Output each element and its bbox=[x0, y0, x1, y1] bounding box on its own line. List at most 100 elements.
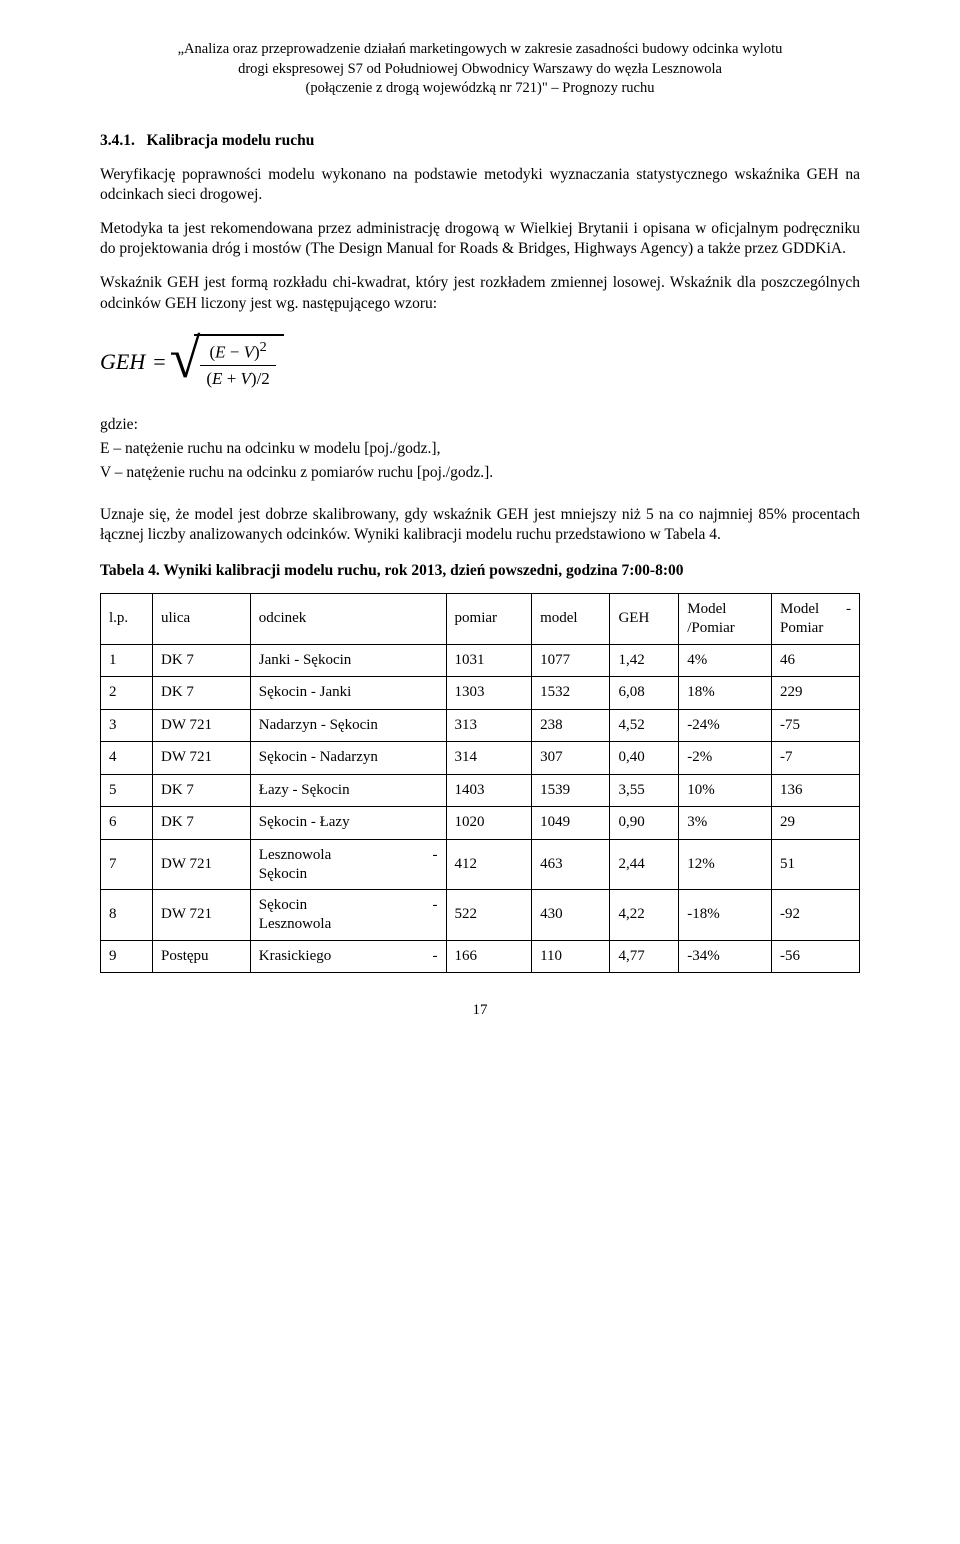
table-cell: DW 721 bbox=[153, 742, 251, 775]
header-line-2: drogi ekspresowej S7 od Południowej Obwo… bbox=[238, 61, 722, 77]
table-cell: -92 bbox=[772, 890, 860, 941]
table-row: 2DK 7Sękocin - Janki130315326,0818%229 bbox=[101, 677, 860, 710]
table-cell: Łazy - Sękocin bbox=[250, 774, 446, 807]
table-cell: 412 bbox=[446, 839, 532, 890]
table-cell: 2 bbox=[101, 677, 153, 710]
table-cell: Lesznowola-Sękocin bbox=[250, 839, 446, 890]
table-cell: 0,40 bbox=[610, 742, 679, 775]
table-row: 7DW 721Lesznowola-Sękocin4124632,4412%51 bbox=[101, 839, 860, 890]
paragraph-4: Uznaje się, że model jest dobrze skalibr… bbox=[100, 505, 860, 545]
table-cell: 3% bbox=[679, 807, 772, 840]
paragraph-2: Metodyka ta jest rekomendowana przez adm… bbox=[100, 219, 860, 259]
table-cell: Sękocin - Nadarzyn bbox=[250, 742, 446, 775]
table-cell: DW 721 bbox=[153, 890, 251, 941]
table-cell: 110 bbox=[532, 940, 610, 973]
equals-sign: = bbox=[153, 348, 165, 377]
table-cell: -56 bbox=[772, 940, 860, 973]
table-cell: 1403 bbox=[446, 774, 532, 807]
table-cell: 238 bbox=[532, 709, 610, 742]
table-cell: 463 bbox=[532, 839, 610, 890]
table-cell: -75 bbox=[772, 709, 860, 742]
table-cell: 9 bbox=[101, 940, 153, 973]
table-row: 8DW 721Sękocin-Lesznowola5224304,22-18%-… bbox=[101, 890, 860, 941]
numerator: (E − V)2 bbox=[200, 338, 275, 366]
table-cell: 18% bbox=[679, 677, 772, 710]
table-cell: -24% bbox=[679, 709, 772, 742]
table-cell: 1077 bbox=[532, 644, 610, 677]
table-cell: DW 721 bbox=[153, 709, 251, 742]
header-line-3: (połączenie z drogą wojewódzką nr 721)" … bbox=[306, 80, 655, 96]
table-cell: Sękocin - Łazy bbox=[250, 807, 446, 840]
col-odcinek: odcinek bbox=[250, 594, 446, 645]
table-cell: DK 7 bbox=[153, 807, 251, 840]
col-model-pomiar-diff: Model - Pomiar bbox=[772, 594, 860, 645]
table-cell: 1031 bbox=[446, 644, 532, 677]
col-ulica: ulica bbox=[153, 594, 251, 645]
col-lp: l.p. bbox=[101, 594, 153, 645]
formula-lhs: GEH bbox=[100, 348, 145, 377]
table-cell: 522 bbox=[446, 890, 532, 941]
col-geh: GEH bbox=[610, 594, 679, 645]
where-e: E – natężenie ruchu na odcinku w modelu … bbox=[100, 439, 860, 459]
col-pomiar: pomiar bbox=[446, 594, 532, 645]
table-cell: 1303 bbox=[446, 677, 532, 710]
table-cell: 166 bbox=[446, 940, 532, 973]
table-cell: Janki - Sękocin bbox=[250, 644, 446, 677]
table-row: 9PostępuKrasickiego-1661104,77-34%-56 bbox=[101, 940, 860, 973]
table-cell: Krasickiego- bbox=[250, 940, 446, 973]
table-cell: 3,55 bbox=[610, 774, 679, 807]
table-cell: 1,42 bbox=[610, 644, 679, 677]
page-number: 17 bbox=[100, 1001, 860, 1021]
header-line-1: „Analiza oraz przeprowadzenie działań ma… bbox=[178, 41, 783, 57]
table-cell: 4,77 bbox=[610, 940, 679, 973]
table-cell: 5 bbox=[101, 774, 153, 807]
table-cell: 2,44 bbox=[610, 839, 679, 890]
table-cell: -18% bbox=[679, 890, 772, 941]
table-cell: 136 bbox=[772, 774, 860, 807]
table-row: 3DW 721Nadarzyn - Sękocin3132384,52-24%-… bbox=[101, 709, 860, 742]
table-cell: 4% bbox=[679, 644, 772, 677]
table-cell: 7 bbox=[101, 839, 153, 890]
table-cell: DW 721 bbox=[153, 839, 251, 890]
table-cell: -7 bbox=[772, 742, 860, 775]
document-header: „Analiza oraz przeprowadzenie działań ma… bbox=[100, 40, 860, 99]
table-cell: 1539 bbox=[532, 774, 610, 807]
table-cell: 1 bbox=[101, 644, 153, 677]
table-cell: DK 7 bbox=[153, 677, 251, 710]
table-row: 1DK 7Janki - Sękocin103110771,424%46 bbox=[101, 644, 860, 677]
table-cell: -2% bbox=[679, 742, 772, 775]
table-cell: 4,22 bbox=[610, 890, 679, 941]
col-model-pomiar-ratio: Model /Pomiar bbox=[679, 594, 772, 645]
table-cell: 6,08 bbox=[610, 677, 679, 710]
table-cell: 6 bbox=[101, 807, 153, 840]
sqrt-expression: √ (E − V)2 (E + V)/2 bbox=[170, 334, 284, 391]
table-cell: DK 7 bbox=[153, 774, 251, 807]
table-cell: 29 bbox=[772, 807, 860, 840]
table-cell: -34% bbox=[679, 940, 772, 973]
table-cell: 314 bbox=[446, 742, 532, 775]
fraction: (E − V)2 (E + V)/2 bbox=[200, 338, 275, 391]
table-cell: Nadarzyn - Sękocin bbox=[250, 709, 446, 742]
table-cell: Sękocin - Janki bbox=[250, 677, 446, 710]
table-cell: 8 bbox=[101, 890, 153, 941]
table-row: 5DK 7Łazy - Sękocin140315393,5510%136 bbox=[101, 774, 860, 807]
table-cell: 0,90 bbox=[610, 807, 679, 840]
table-cell: 51 bbox=[772, 839, 860, 890]
table-cell: 1049 bbox=[532, 807, 610, 840]
col-model: model bbox=[532, 594, 610, 645]
where-v: V – natężenie ruchu na odcinku z pomiaró… bbox=[100, 463, 860, 483]
denominator: (E + V)/2 bbox=[200, 365, 275, 390]
table-cell: 3 bbox=[101, 709, 153, 742]
table-cell: Sękocin-Lesznowola bbox=[250, 890, 446, 941]
table-cell: 4 bbox=[101, 742, 153, 775]
table-cell: 313 bbox=[446, 709, 532, 742]
table-cell: DK 7 bbox=[153, 644, 251, 677]
table-cell: 1020 bbox=[446, 807, 532, 840]
table-cell: 229 bbox=[772, 677, 860, 710]
section-title: Kalibracja modelu ruchu bbox=[147, 132, 315, 149]
radical-icon: √ bbox=[170, 338, 201, 395]
table-cell: 4,52 bbox=[610, 709, 679, 742]
table-cell: 307 bbox=[532, 742, 610, 775]
table-cell: 12% bbox=[679, 839, 772, 890]
table-cell: Postępu bbox=[153, 940, 251, 973]
